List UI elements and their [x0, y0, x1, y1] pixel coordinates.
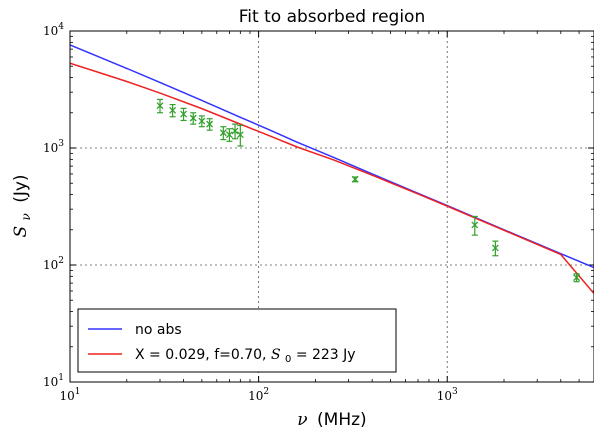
x-axis-label: ν (MHz) — [297, 410, 366, 430]
y-axis-symbol: S — [11, 226, 31, 238]
x-tick-label: 102 — [248, 387, 269, 403]
data-point — [236, 124, 244, 147]
point-marker-b — [180, 110, 188, 118]
x-tick-labels: 101 102 103 — [59, 387, 458, 403]
legend-fit-suffix: = 223 Jy — [296, 347, 356, 363]
data-point — [206, 118, 214, 131]
y-tick-label: 104 — [43, 22, 64, 38]
point-marker-b — [573, 274, 581, 282]
observations-layer — [156, 98, 581, 283]
legend-label-absorbed-fit: X = 0.029, f=0.70, S 0 = 223 Jy — [135, 347, 356, 366]
data-point — [471, 215, 479, 236]
y-tick-exponent: 4 — [58, 22, 64, 32]
data-point — [156, 98, 164, 114]
y-tick-base: 10 — [43, 24, 58, 38]
legend-label-no-abs: no abs — [135, 322, 182, 338]
y-tick-label: 103 — [43, 139, 64, 155]
legend-box — [77, 308, 397, 373]
y-axis-label: S ν (Jy) — [11, 174, 35, 237]
point-marker-b — [491, 244, 499, 252]
point-marker-b — [236, 131, 244, 139]
legend-fit-subscript: 0 — [285, 354, 291, 365]
data-point — [491, 240, 499, 257]
y-tick-label: 102 — [43, 256, 64, 272]
x-tick-exponent: 1 — [75, 387, 81, 397]
point-marker-b — [206, 120, 214, 128]
y-tick-base: 10 — [43, 375, 58, 389]
y-tick-exponent: 3 — [58, 139, 64, 149]
data-point — [169, 103, 177, 118]
series-line-absorbed-fit — [70, 62, 594, 295]
data-point — [573, 273, 581, 283]
y-tick-base: 10 — [43, 141, 58, 155]
plot-frame — [69, 30, 594, 383]
data-point — [180, 107, 188, 122]
y-tick-exponent: 2 — [58, 256, 64, 266]
point-marker-b — [225, 131, 233, 139]
y-tick-base: 10 — [43, 258, 58, 272]
series-line-no-abs — [70, 44, 594, 269]
point-marker-b — [351, 175, 359, 183]
point-marker-b — [169, 106, 177, 114]
x-tick-base: 10 — [59, 389, 74, 403]
point-marker-b — [471, 221, 479, 229]
point-marker-b — [219, 129, 227, 137]
data-point — [225, 128, 233, 142]
x-axis-unit: (MHz) — [317, 410, 367, 430]
x-tick-exponent: 2 — [263, 387, 269, 397]
data-point — [189, 112, 197, 125]
x-tick-exponent: 3 — [452, 387, 458, 397]
x-tick-base: 10 — [248, 389, 263, 403]
legend-fit-prefix: X = 0.029, f=0.70, — [135, 347, 271, 363]
y-axis-subscript: ν — [19, 213, 33, 220]
legend: no abs X = 0.029, f=0.70, S 0 = 223 Jy — [77, 308, 397, 373]
chart-title: Fit to absorbed region — [239, 7, 425, 27]
point-marker-b — [156, 102, 164, 110]
point-marker-b — [189, 114, 197, 122]
data-point — [231, 123, 239, 140]
data-point — [351, 175, 359, 183]
x-axis-symbol: ν — [297, 410, 307, 430]
x-tick-label: 101 — [59, 387, 80, 403]
y-axis-unit: (Jy) — [11, 174, 31, 202]
data-point — [198, 115, 206, 128]
data-point — [219, 126, 227, 141]
point-marker-b — [198, 117, 206, 125]
legend-fit-symbol: S — [271, 347, 281, 363]
x-tick-label: 103 — [437, 387, 458, 403]
x-tick-base: 10 — [437, 389, 452, 403]
y-tick-label: 101 — [43, 373, 64, 389]
point-marker-b — [231, 127, 239, 135]
series-layer — [70, 44, 594, 295]
y-tick-exponent: 1 — [58, 373, 64, 383]
